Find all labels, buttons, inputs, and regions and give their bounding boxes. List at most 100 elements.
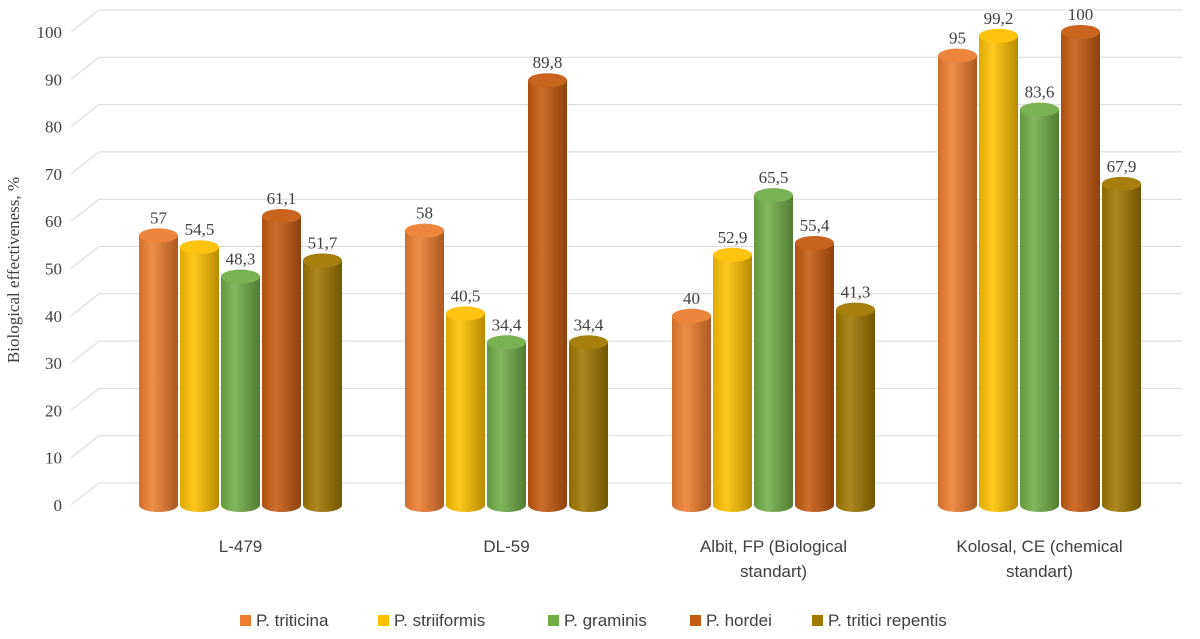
bar-body xyxy=(139,235,178,512)
bar-body xyxy=(303,260,342,512)
legend-label: P. graminis xyxy=(564,611,647,630)
bar xyxy=(1102,176,1141,512)
bar-top xyxy=(446,306,485,321)
data-label: 99,2 xyxy=(984,9,1014,28)
gridline-diagonal xyxy=(70,293,100,317)
legend-item: P. tritici repentis xyxy=(812,611,947,630)
bar xyxy=(303,253,342,512)
bar-body xyxy=(487,342,526,512)
data-label: 67,9 xyxy=(1107,157,1137,176)
bar xyxy=(221,269,260,512)
gridline-diagonal xyxy=(70,56,100,80)
gridline-diagonal xyxy=(70,104,100,127)
category-label: Albit, FP (Biological standart) xyxy=(700,537,847,581)
legend-swatch xyxy=(378,615,389,626)
bar-top xyxy=(1102,176,1141,191)
bar-top xyxy=(139,228,178,243)
bar xyxy=(672,308,711,512)
bar-body xyxy=(1020,109,1059,513)
legend-item: P. hordei xyxy=(690,611,772,630)
data-label: 40 xyxy=(683,289,700,308)
gridline-diagonal xyxy=(70,198,100,222)
data-label: 40,5 xyxy=(451,286,481,305)
bar-top xyxy=(754,188,793,203)
legend-label: P. hordei xyxy=(706,611,772,630)
category-label: Kolosal, CE (chemical standart) xyxy=(956,537,1122,581)
bar-top xyxy=(262,208,301,223)
bar xyxy=(528,73,567,512)
bar xyxy=(446,306,485,512)
bar-top xyxy=(1061,25,1100,39)
legend-label: P. tritici repentis xyxy=(828,611,947,630)
legend-item: P. triticina xyxy=(240,611,329,630)
data-label: 61,1 xyxy=(267,189,297,208)
data-label: 58 xyxy=(416,204,433,223)
y-tick-label: 80 xyxy=(45,118,62,137)
data-label: 52,9 xyxy=(718,228,748,247)
bar xyxy=(938,48,977,513)
bar-body xyxy=(221,276,260,512)
legend-swatch xyxy=(812,615,823,626)
data-label: 95 xyxy=(949,29,966,48)
bar xyxy=(979,28,1018,513)
bar-top xyxy=(1020,102,1059,117)
bar-body xyxy=(180,247,219,512)
data-label: 34,4 xyxy=(574,315,604,334)
data-label: 51,7 xyxy=(308,233,338,252)
bar xyxy=(405,223,444,512)
y-tick-label: 90 xyxy=(45,70,62,89)
legend-item: P. graminis xyxy=(548,611,647,630)
gridline-diagonal xyxy=(70,482,100,506)
bar xyxy=(713,247,752,512)
y-tick-label: 100 xyxy=(37,23,63,42)
legend-swatch xyxy=(548,615,559,626)
bar xyxy=(1061,25,1100,512)
bar-top xyxy=(303,253,342,268)
bar xyxy=(836,302,875,512)
bar-top xyxy=(938,48,977,63)
y-tick-label: 0 xyxy=(54,496,63,515)
y-tick-label: 60 xyxy=(45,212,62,231)
y-tick-label: 50 xyxy=(45,260,62,279)
y-tick-label: 10 xyxy=(45,449,62,468)
data-label: 54,5 xyxy=(185,220,215,239)
bar-top xyxy=(405,223,444,238)
y-tick-label: 20 xyxy=(45,401,62,420)
gridline-diagonal xyxy=(70,435,100,459)
bar xyxy=(180,240,219,512)
gridline-diagonal xyxy=(70,9,100,33)
gridline-diagonal xyxy=(70,151,100,175)
bar-body xyxy=(938,55,977,513)
bar-top xyxy=(836,302,875,317)
bar-body xyxy=(262,215,301,512)
data-label: 34,4 xyxy=(492,315,522,334)
y-tick-label: 40 xyxy=(45,307,62,326)
data-label: 83,6 xyxy=(1025,83,1055,102)
bar-top xyxy=(528,73,567,88)
y-axis-ticks: 0 10 20 30 40 50 60 70 80 90 100 xyxy=(37,23,63,515)
bar xyxy=(262,208,301,512)
bar-body xyxy=(528,80,567,512)
gridline-diagonal xyxy=(70,388,100,411)
bar-top xyxy=(221,269,260,284)
bar-body xyxy=(1102,183,1141,512)
data-label: 57 xyxy=(150,208,168,227)
bar xyxy=(754,188,793,512)
legend-label: P. triticina xyxy=(256,611,329,630)
data-labels: 57 54,5 48,3 61,1 51,7 58 40,5 34,4 89,8 34,4 40 52… xyxy=(150,5,1136,334)
bar-top xyxy=(795,235,834,250)
category-label: L-479 xyxy=(219,537,262,556)
data-label: 89,8 xyxy=(533,53,563,72)
bars xyxy=(139,25,1141,513)
data-label: 100 xyxy=(1068,5,1094,24)
bar-body xyxy=(446,313,485,512)
gridline-diagonal xyxy=(70,246,100,269)
data-label: 65,5 xyxy=(759,168,789,187)
bar xyxy=(1020,102,1059,513)
bar-body xyxy=(979,35,1018,513)
bar xyxy=(487,335,526,512)
bar-body xyxy=(836,309,875,512)
bar-top xyxy=(487,335,526,350)
legend-label: P. striiformis xyxy=(394,611,485,630)
